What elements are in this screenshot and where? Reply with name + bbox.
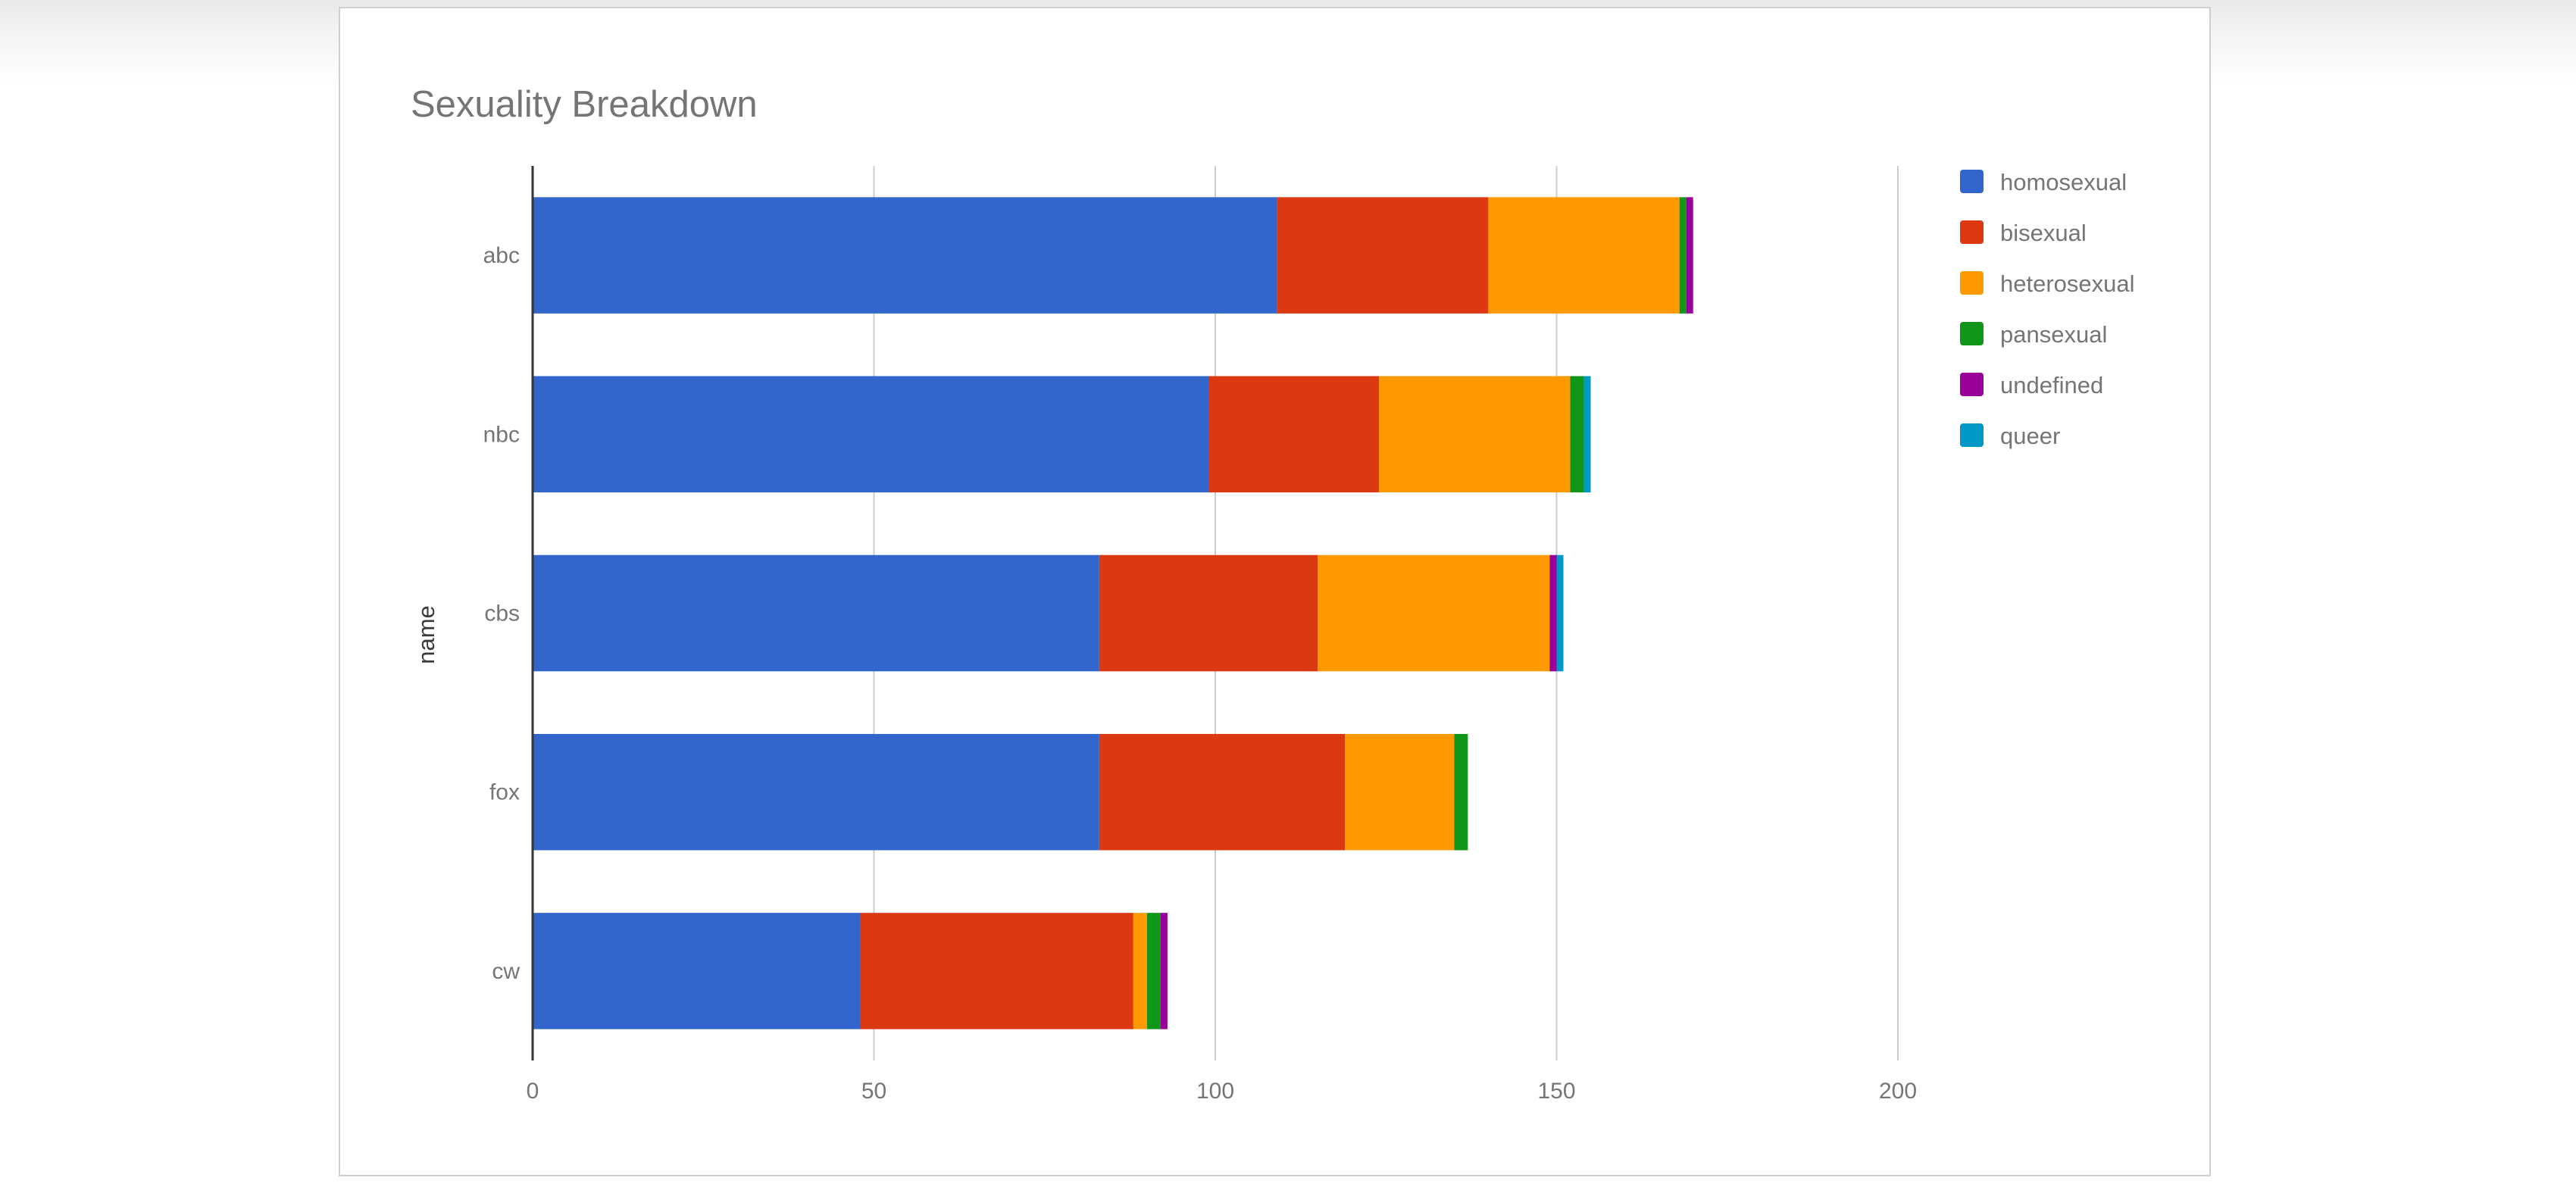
- y-tick-label: fox: [489, 780, 520, 805]
- bar-abc-undefined[interactable]: [1686, 197, 1693, 314]
- bar-fox-pansexual[interactable]: [1454, 733, 1468, 851]
- legend[interactable]: homosexual bisexual heterosexual pansexual u…: [1960, 169, 2135, 449]
- y-tick-label: abc: [483, 243, 520, 268]
- y-axis-ticks: abc nbc cbs fox cw: [483, 243, 521, 984]
- y-tick-label: cw: [492, 959, 520, 984]
- legend-label[interactable]: bisexual: [2000, 220, 2087, 246]
- bar-cw-undefined[interactable]: [1160, 913, 1168, 1029]
- legend-swatch-homosexual: [1960, 170, 1984, 193]
- legend-swatch-queer: [1960, 423, 1984, 447]
- legend-label[interactable]: undefined: [2000, 372, 2103, 398]
- legend-swatch-pansexual: [1960, 322, 1984, 345]
- y-tick-label: nbc: [483, 422, 520, 447]
- legend-label[interactable]: heterosexual: [2000, 270, 2135, 297]
- x-tick-label: 150: [1537, 1079, 1575, 1104]
- x-tick-label: 200: [1879, 1079, 1917, 1104]
- bar-abc-heterosexual[interactable]: [1488, 197, 1680, 314]
- chart-title: Sexuality Breakdown: [411, 84, 758, 125]
- x-tick-label: 100: [1196, 1079, 1234, 1104]
- legend-swatch-heterosexual: [1960, 271, 1984, 295]
- bar-abc-pansexual[interactable]: [1679, 197, 1687, 314]
- bar-fox-homosexual[interactable]: [533, 733, 1099, 851]
- bar-cw-heterosexual[interactable]: [1133, 913, 1147, 1029]
- bar-cbs-undefined[interactable]: [1549, 554, 1557, 672]
- bar-abc-homosexual[interactable]: [533, 197, 1277, 314]
- bar-cw-homosexual[interactable]: [533, 913, 861, 1029]
- bar-nbc-homosexual[interactable]: [533, 376, 1208, 493]
- bar-nbc-bisexual[interactable]: [1208, 376, 1380, 493]
- legend-label[interactable]: homosexual: [2000, 169, 2127, 195]
- legend-swatch-bisexual: [1960, 220, 1984, 244]
- bar-fox-heterosexual[interactable]: [1345, 733, 1455, 851]
- bar-cw-bisexual[interactable]: [860, 913, 1133, 1029]
- bar-abc-bisexual[interactable]: [1277, 197, 1489, 314]
- x-axis-ticks: 0 50 100 150 200: [527, 1079, 1917, 1104]
- bar-nbc-pansexual[interactable]: [1570, 376, 1584, 493]
- bar-cbs-bisexual[interactable]: [1099, 554, 1318, 672]
- x-tick-label: 50: [861, 1079, 886, 1104]
- bar-cbs-heterosexual[interactable]: [1318, 554, 1550, 672]
- bar-cbs-queer[interactable]: [1556, 554, 1564, 672]
- bar-nbc-queer[interactable]: [1583, 376, 1591, 493]
- legend-label[interactable]: queer: [2000, 423, 2060, 449]
- x-tick-label: 0: [527, 1079, 539, 1104]
- bar-cbs-homosexual[interactable]: [533, 554, 1099, 672]
- bars: [533, 197, 1693, 1029]
- y-tick-label: cbs: [484, 601, 520, 626]
- legend-label[interactable]: pansexual: [2000, 321, 2107, 348]
- y-axis-title: name: [413, 605, 439, 664]
- bar-fox-bisexual[interactable]: [1099, 733, 1346, 851]
- bar-nbc-heterosexual[interactable]: [1379, 376, 1571, 493]
- legend-swatch-undefined: [1960, 373, 1984, 396]
- bar-cw-pansexual[interactable]: [1146, 913, 1161, 1029]
